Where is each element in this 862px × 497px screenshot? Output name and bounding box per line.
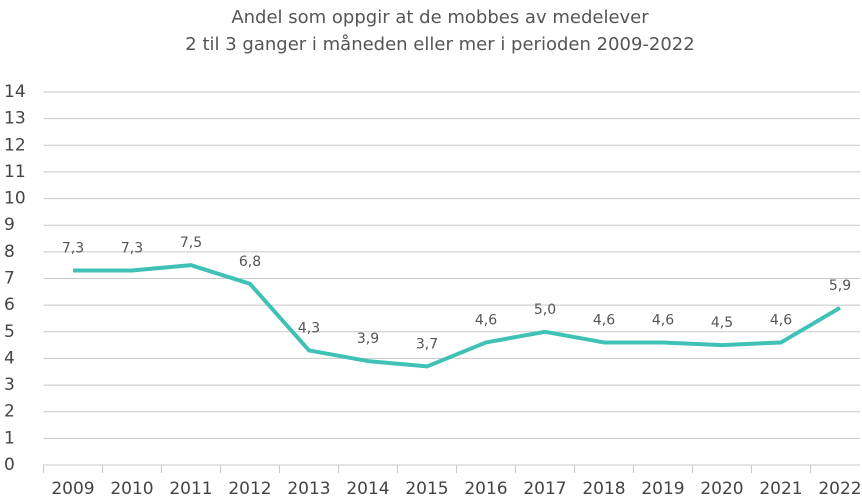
y-tick-label: 3 — [4, 375, 15, 395]
data-label: 4,6 — [593, 312, 615, 328]
y-tick-label: 10 — [4, 189, 26, 209]
x-tick-label: 2016 — [464, 479, 507, 497]
data-label: 4,6 — [475, 312, 497, 328]
chart-title: 2 til 3 ganger i måneden eller mer i per… — [185, 34, 694, 55]
data-label: 4,6 — [770, 312, 792, 328]
data-label: 7,3 — [62, 241, 84, 257]
y-tick-label: 7 — [4, 269, 15, 289]
y-tick-label: 8 — [4, 242, 15, 262]
x-tick-label: 2012 — [228, 479, 271, 497]
y-tick-label: 11 — [4, 162, 26, 182]
y-tick-label: 13 — [4, 109, 26, 129]
x-tick-label: 2014 — [346, 479, 389, 497]
data-label: 5,9 — [829, 278, 851, 294]
chart-title: Andel som oppgir at de mobbes av medelev… — [231, 7, 649, 28]
data-label: 7,3 — [121, 241, 143, 257]
x-tick-label: 2010 — [110, 479, 153, 497]
y-tick-label: 5 — [4, 322, 15, 342]
x-tick-label: 2022 — [818, 479, 861, 497]
data-label: 4,5 — [711, 315, 733, 331]
data-label: 3,9 — [357, 331, 379, 347]
data-label: 4,3 — [298, 320, 320, 336]
y-tick-label: 4 — [4, 348, 15, 368]
y-tick-label: 0 — [4, 455, 15, 475]
x-tick-label: 2013 — [287, 479, 330, 497]
y-tick-label: 14 — [4, 82, 26, 102]
x-tick-label: 2021 — [759, 479, 802, 497]
y-tick-label: 12 — [4, 135, 26, 155]
y-tick-label: 9 — [4, 215, 15, 235]
x-tick-label: 2017 — [523, 479, 566, 497]
data-label: 4,6 — [652, 312, 674, 328]
data-label: 5,0 — [534, 302, 556, 318]
x-tick-label: 2015 — [405, 479, 448, 497]
x-tick-label: 2019 — [641, 479, 684, 497]
x-tick-label: 2020 — [700, 479, 743, 497]
x-tick-label: 2018 — [582, 479, 625, 497]
data-label: 3,7 — [416, 336, 438, 352]
data-line — [73, 263, 842, 369]
x-tick-label: 2011 — [169, 479, 212, 497]
data-label: 6,8 — [239, 254, 261, 270]
y-tick-label: 2 — [4, 402, 15, 422]
x-tick-label: 2009 — [51, 479, 94, 497]
data-label: 7,5 — [180, 235, 202, 251]
y-tick-label: 6 — [4, 295, 15, 315]
y-tick-label: 1 — [4, 428, 15, 448]
